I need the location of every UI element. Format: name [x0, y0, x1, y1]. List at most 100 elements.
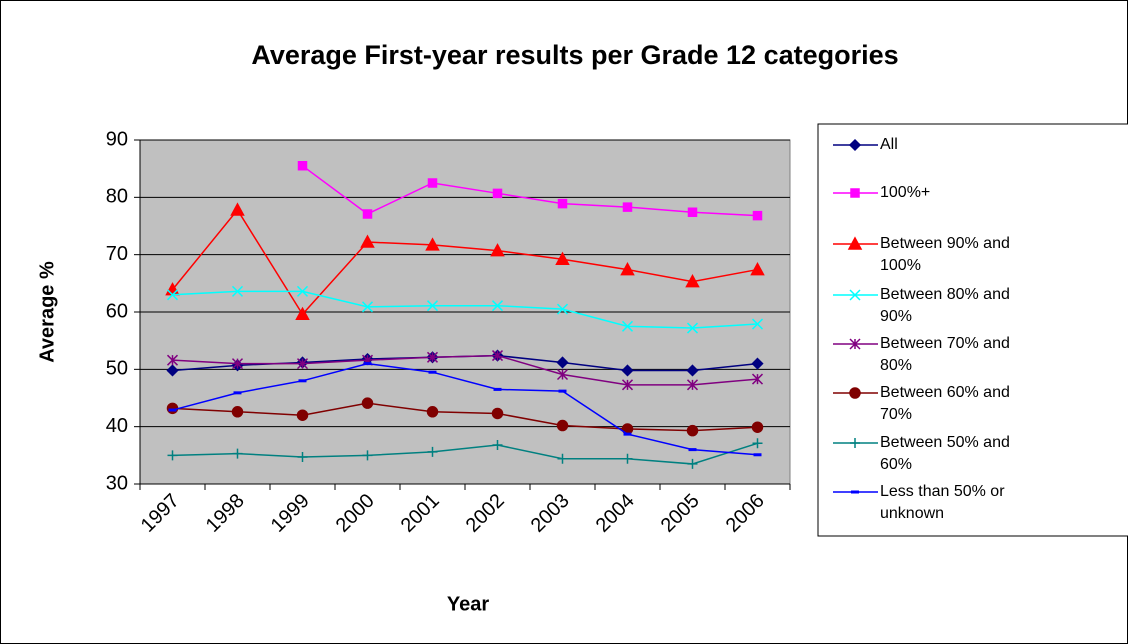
- marker: [556, 419, 569, 432]
- marker: [620, 262, 635, 276]
- legend-marker: [849, 338, 861, 350]
- legend-label-line: Between 90% and: [880, 235, 1010, 252]
- marker: [622, 202, 633, 212]
- marker: [491, 407, 504, 420]
- marker: [232, 448, 243, 459]
- y-tick-label: 60: [106, 300, 128, 322]
- legend-marker: [849, 289, 861, 301]
- series-line: [172, 354, 758, 386]
- marker: [166, 289, 179, 301]
- legend-label-line: 70%: [880, 406, 912, 423]
- y-axis-label: Average %: [36, 261, 58, 363]
- y-tick-label: 40: [106, 415, 128, 437]
- marker: [686, 364, 699, 377]
- marker: [427, 446, 438, 457]
- legend-label-line: 90%: [880, 308, 912, 325]
- marker: [752, 438, 763, 449]
- marker: [621, 379, 634, 391]
- legend-label-line: unknown: [880, 505, 944, 522]
- marker: [751, 373, 764, 385]
- marker: [556, 356, 569, 369]
- legend-label-line: Between 80% and: [880, 286, 1010, 303]
- marker: [686, 425, 699, 437]
- marker: [751, 421, 764, 433]
- marker: [490, 243, 505, 257]
- marker: [296, 358, 309, 370]
- marker: [362, 450, 373, 461]
- marker: [362, 209, 373, 219]
- y-tick-label: 70: [106, 243, 128, 265]
- legend-label-line: Between 50% and: [880, 434, 1010, 451]
- marker: [361, 301, 374, 313]
- marker: [296, 285, 309, 297]
- y-tick-label: 30: [106, 472, 128, 494]
- legend-marker: [847, 236, 863, 250]
- marker: [621, 320, 634, 332]
- legend-label-line: Between 60% and: [880, 384, 1010, 401]
- legend-label-line: 60%: [880, 456, 912, 473]
- marker: [751, 357, 764, 370]
- marker: [621, 364, 634, 377]
- series-line: [172, 362, 758, 456]
- legend-label-line: Between 70% and: [880, 335, 1010, 352]
- marker: [426, 351, 439, 363]
- marker: [557, 453, 568, 464]
- marker: [556, 303, 569, 315]
- marker: [231, 358, 244, 370]
- marker: [361, 397, 374, 409]
- marker: [297, 161, 308, 171]
- marker: [295, 306, 310, 321]
- marker: [491, 300, 504, 312]
- marker: [297, 452, 308, 463]
- legend-marker: [850, 188, 860, 198]
- x-axis-label: Year: [447, 593, 489, 615]
- series-line: [302, 165, 758, 217]
- marker: [231, 406, 244, 418]
- marker: [557, 198, 568, 209]
- legend-label: Between 50% and 60%: [880, 434, 1010, 473]
- legend-label-line: 100%: [880, 257, 921, 274]
- chart-title: Average First-year results per Grade 12 …: [251, 40, 898, 70]
- marker: [296, 409, 309, 421]
- marker: [622, 453, 633, 464]
- marker: [166, 354, 179, 366]
- legend-label: Between 70% and 80%: [880, 335, 1010, 374]
- legend-label-line: 80%: [880, 357, 912, 374]
- marker: [231, 285, 244, 297]
- marker: [492, 440, 503, 451]
- legend-label: Between 80% and 90%: [880, 286, 1010, 325]
- legend-label-line: Less than 50% or: [880, 483, 1005, 500]
- marker: [750, 262, 765, 276]
- series-line: [172, 442, 758, 465]
- marker: [492, 188, 503, 199]
- marker: [360, 234, 375, 248]
- series-line: [171, 208, 758, 316]
- legend-label: Between 90% and 100%: [880, 235, 1010, 274]
- marker: [685, 274, 700, 288]
- marker: [686, 322, 699, 334]
- marker: [167, 450, 178, 461]
- legend-label: 100%+: [880, 184, 930, 201]
- marker: [687, 207, 698, 217]
- marker: [752, 210, 763, 221]
- marker: [556, 368, 569, 381]
- marker: [426, 406, 439, 418]
- legend-box: [817, 123, 1128, 537]
- marker: [687, 458, 698, 469]
- marker: [425, 237, 440, 251]
- marker: [427, 178, 438, 188]
- marker: [491, 350, 504, 362]
- legend-label: Less than 50% or unknown: [880, 483, 1005, 522]
- marker: [751, 318, 764, 330]
- legend-label: All: [880, 136, 898, 153]
- marker: [686, 379, 699, 391]
- marker: [230, 202, 245, 216]
- legend-marker: [848, 138, 862, 152]
- y-tick-label: 90: [106, 128, 128, 150]
- marker: [555, 251, 570, 266]
- legend-label: Between 60% and 70%: [880, 384, 1010, 423]
- marker: [426, 300, 439, 312]
- legend-marker: [850, 438, 860, 448]
- marker: [166, 402, 179, 414]
